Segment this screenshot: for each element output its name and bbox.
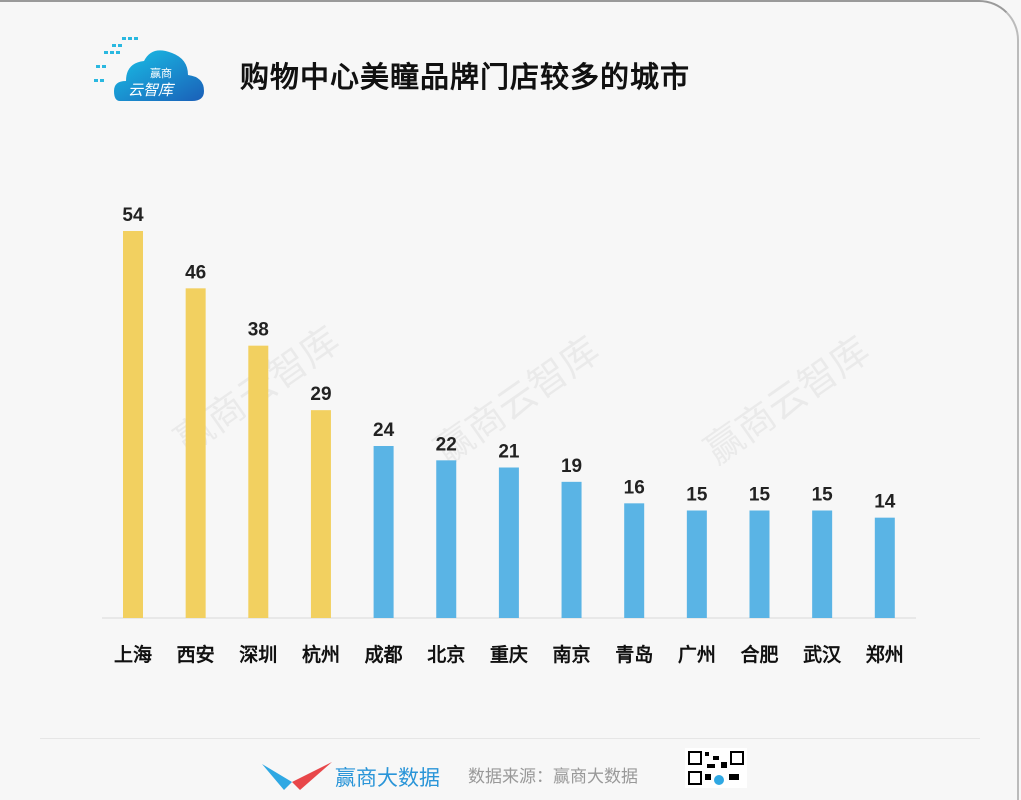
data-label: 14 — [874, 492, 896, 513]
data-source: 数据来源：赢商大数据 — [468, 767, 638, 787]
x-tick-label: 青岛 — [615, 643, 653, 666]
data-label: 15 — [812, 485, 834, 506]
x-tick-label: 郑州 — [866, 644, 904, 666]
footer-brand: 赢商大数据 — [335, 766, 440, 790]
bar — [749, 510, 770, 618]
bar — [686, 510, 707, 618]
chart-title: 购物中心美瞳品牌门店较多的城市 — [240, 60, 691, 94]
data-label: 54 — [122, 205, 144, 226]
data-label: 22 — [436, 434, 457, 455]
x-tick-label: 南京 — [553, 643, 591, 666]
bar — [436, 460, 457, 618]
x-tick-label: 西安 — [177, 643, 215, 666]
footer-divider — [40, 738, 980, 739]
x-tick-label: 上海 — [114, 643, 152, 666]
x-tick-label: 合肥 — [740, 643, 778, 666]
bar-chart: 54 上海 46 西安 38 深圳 29 杭州 24 成都 22 北京 21 重庆 19 南京 16 青岛 15 广州… — [102, 205, 916, 666]
data-label: 19 — [561, 456, 582, 477]
x-tick-label: 武汉 — [803, 644, 842, 666]
data-label: 21 — [498, 442, 520, 463]
data-label: 15 — [749, 485, 771, 506]
bar — [373, 446, 394, 618]
brand-logo-icon — [262, 762, 332, 790]
bar — [874, 517, 895, 618]
bar — [498, 467, 519, 618]
data-label: 24 — [373, 420, 395, 441]
bar — [812, 510, 833, 618]
x-tick-label: 成都 — [365, 643, 403, 666]
qr-code-icon — [685, 748, 747, 788]
bar — [561, 481, 582, 618]
logo-text-top: 赢商 — [150, 66, 172, 80]
bar — [624, 503, 645, 618]
bar — [123, 231, 143, 618]
yingshang-cloud-logo: 赢商 云智库 — [94, 37, 204, 101]
x-tick-label: 广州 — [678, 643, 716, 666]
bar — [185, 288, 206, 618]
x-tick-label: 北京 — [427, 643, 465, 666]
data-label: 15 — [686, 485, 708, 506]
logo-text-bottom: 云智库 — [128, 81, 176, 99]
x-tick-label: 深圳 — [239, 643, 277, 666]
data-label: 29 — [310, 384, 331, 405]
data-label: 46 — [185, 262, 206, 283]
bar — [248, 345, 269, 618]
x-tick-label: 杭州 — [302, 643, 340, 666]
bar — [310, 410, 331, 618]
x-tick-label: 重庆 — [490, 643, 528, 666]
data-label: 38 — [248, 320, 269, 341]
data-label: 16 — [624, 477, 645, 498]
